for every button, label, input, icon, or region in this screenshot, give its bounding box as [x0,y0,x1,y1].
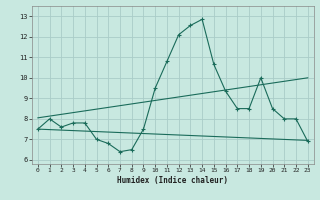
X-axis label: Humidex (Indice chaleur): Humidex (Indice chaleur) [117,176,228,185]
